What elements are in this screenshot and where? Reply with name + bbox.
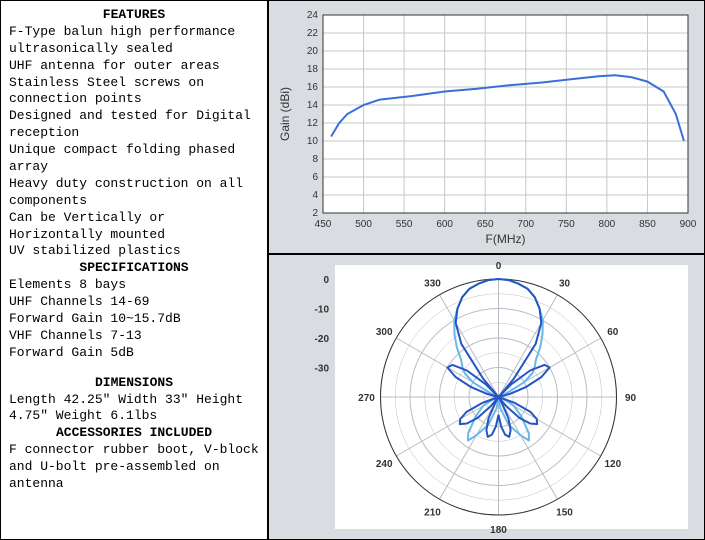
svg-text:6: 6	[312, 172, 318, 183]
svg-text:900: 900	[680, 219, 697, 230]
svg-text:8: 8	[312, 154, 318, 165]
svg-text:120: 120	[604, 459, 621, 470]
svg-text:16: 16	[307, 82, 319, 93]
svg-text:22: 22	[307, 28, 319, 39]
svg-text:20: 20	[307, 46, 319, 57]
specs-panel: FEATURES F-Type balun high performance u…	[0, 0, 268, 540]
gain-chart: 2468101214161820222445050055060065070075…	[268, 0, 705, 254]
svg-text:550: 550	[396, 219, 413, 230]
svg-text:12: 12	[307, 118, 319, 129]
svg-text:-30: -30	[315, 364, 330, 375]
svg-text:0: 0	[496, 261, 502, 272]
svg-text:F(MHz): F(MHz)	[486, 232, 526, 246]
svg-text:90: 90	[625, 393, 637, 404]
svg-text:180: 180	[490, 525, 507, 533]
svg-text:500: 500	[355, 219, 372, 230]
svg-text:700: 700	[517, 219, 534, 230]
svg-text:330: 330	[424, 279, 441, 290]
svg-text:30: 30	[559, 279, 571, 290]
svg-text:240: 240	[376, 459, 393, 470]
svg-text:-20: -20	[315, 334, 330, 345]
svg-text:18: 18	[307, 64, 319, 75]
svg-text:4: 4	[312, 190, 318, 201]
svg-text:-10: -10	[315, 305, 330, 316]
svg-text:2: 2	[312, 208, 318, 219]
svg-text:800: 800	[599, 219, 616, 230]
specs-text: Elements 8 bays UHF Channels 14-69 Forwa…	[9, 277, 259, 361]
svg-text:14: 14	[307, 100, 319, 111]
specs-heading: SPECIFICATIONS	[9, 260, 259, 277]
svg-text:300: 300	[376, 327, 393, 338]
acc-heading: ACCESSORIES INCLUDED	[9, 425, 259, 442]
svg-text:60: 60	[607, 327, 619, 338]
svg-text:210: 210	[424, 507, 441, 518]
svg-text:750: 750	[558, 219, 575, 230]
svg-text:0: 0	[323, 275, 329, 286]
polar-chart: 0 30 60 90 120 150 180 210 240 270 300 330 0 -10 -20 -3…	[268, 254, 705, 540]
svg-text:24: 24	[307, 10, 319, 21]
svg-text:650: 650	[477, 219, 494, 230]
svg-text:450: 450	[315, 219, 332, 230]
features-heading: FEATURES	[9, 7, 259, 24]
svg-text:Gain (dBi): Gain (dBi)	[278, 87, 292, 141]
svg-text:850: 850	[639, 219, 656, 230]
features-text: F-Type balun high performance ultrasonic…	[9, 24, 259, 260]
svg-text:150: 150	[556, 507, 573, 518]
charts-panel: 2468101214161820222445050055060065070075…	[268, 0, 705, 540]
acc-text: F connector rubber boot, V-block and U-b…	[9, 442, 259, 493]
svg-text:10: 10	[307, 136, 319, 147]
svg-text:600: 600	[436, 219, 453, 230]
svg-text:270: 270	[358, 393, 375, 404]
dims-heading: DIMENSIONS	[9, 375, 259, 392]
dims-text: Length 42.25" Width 33" Height 4.75" Wei…	[9, 392, 259, 426]
